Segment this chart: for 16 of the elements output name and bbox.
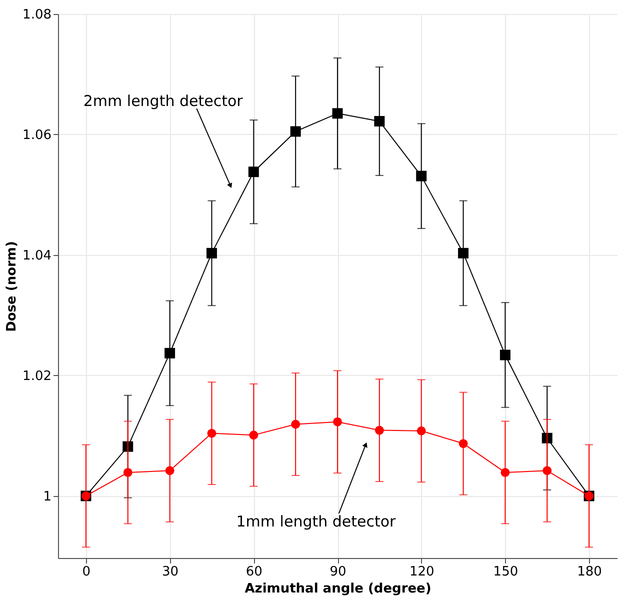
x-tick-label: 180: [577, 564, 602, 580]
y-tick-label: 1.08: [22, 8, 52, 22]
y-tick-label: 1.04: [22, 248, 52, 264]
x-tick-label: 0: [82, 564, 91, 580]
x-tick-label: 90: [330, 564, 346, 580]
x-tick-label: 60: [246, 564, 262, 580]
x-tick-label: 30: [162, 564, 179, 580]
y-tick-label: 1: [43, 489, 52, 504]
x-axis-title: Azimuthal angle (degree): [244, 582, 432, 596]
y-axis-title: Dose (norm): [4, 241, 20, 332]
x-tick-label: 120: [409, 564, 434, 580]
y-tick-label: 1.06: [22, 128, 52, 143]
x-tick-label: 150: [493, 564, 518, 580]
annotation: 1mm length detector: [236, 512, 397, 530]
y-tick-label: 1.02: [22, 368, 52, 384]
annotation: 2mm length detector: [83, 92, 244, 110]
